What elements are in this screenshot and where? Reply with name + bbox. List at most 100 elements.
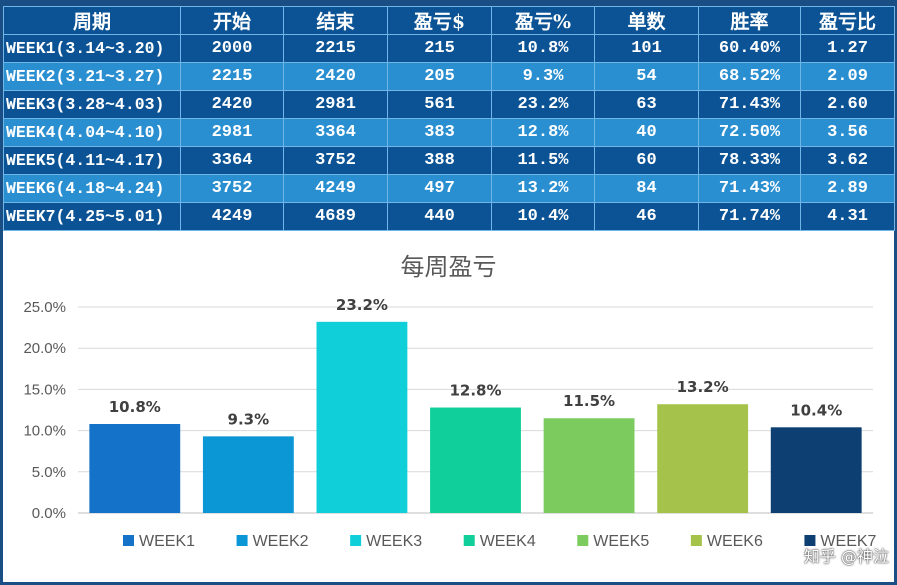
cell-pnl-ratio: 4.31 <box>800 202 895 231</box>
chart-title: 每周盈亏 <box>401 253 497 281</box>
cell-win-rate: 71.43% <box>698 174 801 203</box>
cell-pnl-percent: 11.5% <box>491 146 595 175</box>
bar-week3 <box>316 321 408 513</box>
data-label-week4: 12.8% <box>449 382 501 400</box>
cell-trade-count: 54 <box>594 62 699 91</box>
header-start: 开始 <box>180 6 284 35</box>
cell-pnl-amount: 440 <box>387 202 492 231</box>
table-row: WEEK2(3.21~3.27) 2215 2420 205 9.3% 54 68.52% 2… <box>3 62 895 91</box>
header-end: 结束 <box>283 6 388 35</box>
cell-start: 3752 <box>180 174 284 203</box>
cell-win-rate: 68.52% <box>698 62 801 91</box>
chart-panel: 每周盈亏 0.0% 5.0% 10.0% 15.0% 20.0% 25.0% 10.8% 9… <box>3 231 894 582</box>
cell-end: 4249 <box>283 174 388 203</box>
bar-week4 <box>430 407 521 513</box>
y-tick-label: 0.0% <box>32 505 66 522</box>
cell-end: 3752 <box>283 146 388 175</box>
header-period: 周期 <box>3 6 181 35</box>
cell-end: 2215 <box>283 34 388 63</box>
cell-pnl-percent: 13.2% <box>491 174 595 203</box>
cell-start: 4249 <box>180 202 284 231</box>
cell-trade-count: 101 <box>594 34 699 63</box>
table-header-row: 周期 开始 结束 盈亏$ 盈亏% 单数 胜率 盈亏比 <box>3 6 895 35</box>
cell-period: WEEK2(3.21~3.27) <box>3 62 181 91</box>
cell-trade-count: 40 <box>594 118 699 147</box>
legend-item-week4: WEEK4 <box>463 533 536 550</box>
cell-start: 2420 <box>180 90 284 119</box>
cell-start: 2000 <box>180 34 284 63</box>
cell-trade-count: 46 <box>594 202 699 231</box>
weekly-pnl-bar-chart: 每周盈亏 0.0% 5.0% 10.0% 15.0% 20.0% 25.0% 10.8% 9… <box>23 253 877 550</box>
cell-pnl-amount: 497 <box>387 174 492 203</box>
cell-win-rate: 78.33% <box>698 146 801 175</box>
legend-item-week7: WEEK7 <box>804 533 877 550</box>
y-tick-label: 5.0% <box>32 464 66 481</box>
cell-trade-count: 63 <box>594 90 699 119</box>
legend-label: WEEK3 <box>366 533 422 550</box>
y-tick-label: 25.0% <box>23 299 66 316</box>
cell-end: 3364 <box>283 118 388 147</box>
cell-pnl-ratio: 1.27 <box>800 34 895 63</box>
watermark: 知乎 @神泣 <box>803 547 889 566</box>
cell-pnl-percent: 9.3% <box>491 62 595 91</box>
legend-label: WEEK7 <box>820 533 876 550</box>
header-win-rate: 胜率 <box>698 6 801 35</box>
legend-swatch <box>350 535 362 546</box>
bars <box>89 321 862 513</box>
bar-week7 <box>770 427 862 513</box>
legend-swatch <box>804 535 816 546</box>
cell-pnl-amount: 205 <box>387 62 492 91</box>
cell-pnl-percent: 10.4% <box>491 202 595 231</box>
cell-pnl-amount: 388 <box>387 146 492 175</box>
cell-pnl-ratio: 2.09 <box>800 62 895 91</box>
cell-pnl-percent: 23.2% <box>491 90 595 119</box>
y-axis-ticks: 0.0% 5.0% 10.0% 15.0% 20.0% 25.0% <box>23 299 66 522</box>
legend-label: WEEK4 <box>480 533 536 550</box>
data-label-week1: 10.8% <box>109 398 161 416</box>
cell-end: 4689 <box>283 202 388 231</box>
cell-pnl-amount: 561 <box>387 90 492 119</box>
bar-week5 <box>543 418 635 513</box>
data-label-week6: 13.2% <box>677 378 729 396</box>
cell-win-rate: 60.40% <box>698 34 801 63</box>
table-row: WEEK1(3.14~3.20) 2000 2215 215 10.8% 101 60.40… <box>3 34 895 63</box>
cell-pnl-percent: 12.8% <box>491 118 595 147</box>
bar-week6 <box>657 404 749 513</box>
cell-start: 2981 <box>180 118 284 147</box>
cell-period: WEEK7(4.25~5.01) <box>3 202 181 231</box>
legend: WEEK1 WEEK2 WEEK3 WEEK4 WEEK5 WEEK6 WEEK7 <box>123 533 877 550</box>
cell-period: WEEK6(4.18~4.24) <box>3 174 181 203</box>
legend-item-week5: WEEK5 <box>577 533 649 550</box>
legend-swatch <box>690 535 702 546</box>
cell-pnl-amount: 215 <box>387 34 492 63</box>
data-labels: 10.8% 9.3% 23.2% 12.8% 11.5% 13.2% 10.4% <box>109 296 842 429</box>
cell-trade-count: 60 <box>594 146 699 175</box>
header-pnl-amount: 盈亏$ <box>387 6 492 35</box>
legend-item-week3: WEEK3 <box>350 533 422 550</box>
y-tick-label: 10.0% <box>23 423 66 440</box>
bar-week1 <box>89 424 181 513</box>
legend-label: WEEK5 <box>593 533 649 550</box>
cell-period: WEEK5(4.11~4.17) <box>3 146 181 175</box>
header-trade-count: 单数 <box>594 6 699 35</box>
cell-pnl-ratio: 2.89 <box>800 174 895 203</box>
header-pnl-ratio: 盈亏比 <box>800 6 895 35</box>
cell-start: 2215 <box>180 62 284 91</box>
cell-end: 2420 <box>283 62 388 91</box>
cell-period: WEEK4(4.04~4.10) <box>3 118 181 147</box>
legend-swatch <box>577 535 589 546</box>
data-label-week5: 11.5% <box>563 392 615 410</box>
table-body: WEEK1(3.14~3.20) 2000 2215 215 10.8% 101 60.40… <box>3 34 895 231</box>
cell-end: 2981 <box>283 90 388 119</box>
legend-item-week1: WEEK1 <box>123 533 195 550</box>
cell-win-rate: 71.43% <box>698 90 801 119</box>
cell-trade-count: 84 <box>594 174 699 203</box>
cell-pnl-percent: 10.8% <box>491 34 595 63</box>
legend-label: WEEK1 <box>139 533 195 550</box>
bar-week2 <box>202 436 294 513</box>
legend-item-week2: WEEK2 <box>236 533 309 550</box>
table-row: WEEK3(3.28~4.03) 2420 2981 561 23.2% 63 71.43%… <box>3 90 895 119</box>
table-row: WEEK5(4.11~4.17) 3364 3752 388 11.5% 60 78.33%… <box>3 146 895 175</box>
cell-start: 3364 <box>180 146 284 175</box>
y-tick-label: 20.0% <box>23 340 66 357</box>
